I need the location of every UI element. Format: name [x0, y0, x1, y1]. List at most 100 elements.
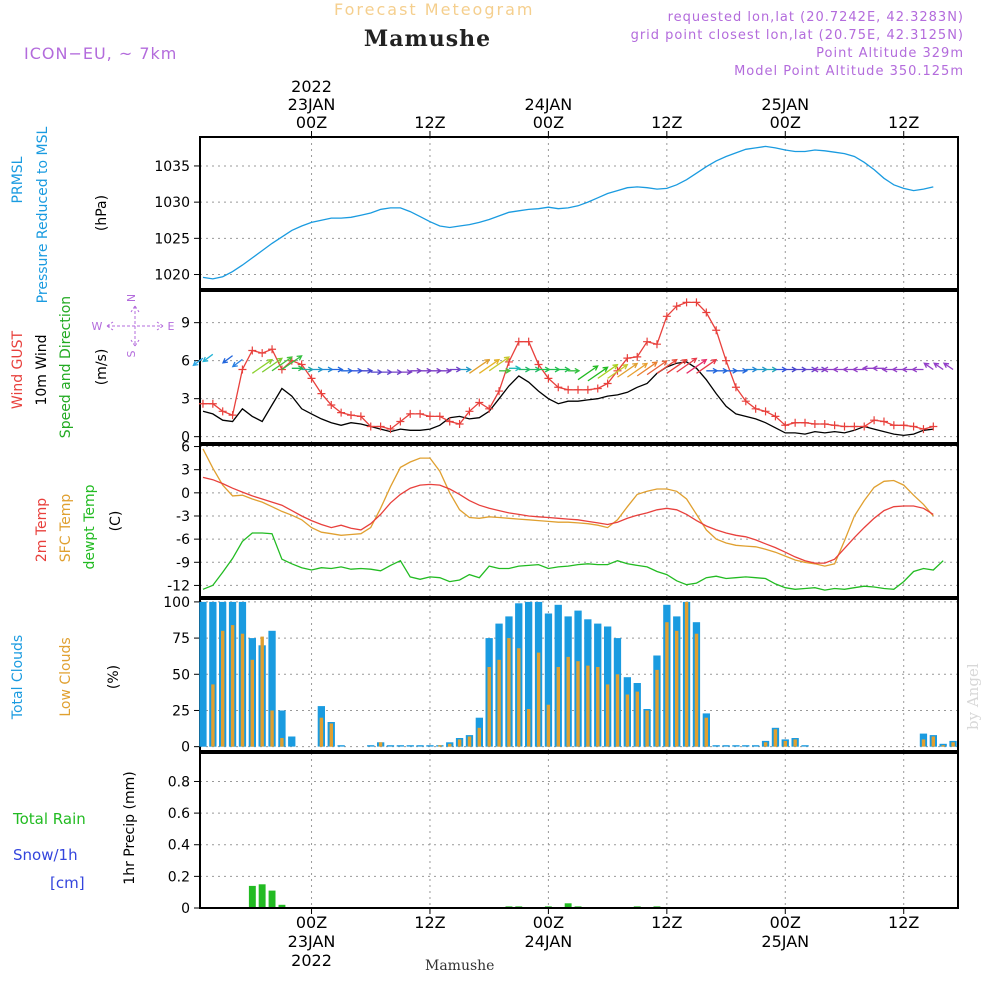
gust-point-marker: [198, 399, 207, 408]
y-tick-label: 0: [181, 486, 190, 502]
low-clouds-bar: [497, 659, 501, 747]
total-clouds-bar: [712, 745, 720, 747]
y-tick-label: 0.6: [168, 806, 190, 822]
wind-direction-arrow-icon: [321, 366, 334, 373]
low-clouds-bar: [635, 691, 639, 747]
wind-direction-arrow-icon: [617, 362, 639, 378]
footer-location-name: Mamushe: [425, 958, 495, 974]
bottom-date-label: 25JAN: [761, 932, 809, 951]
gust-point-marker: [662, 312, 671, 321]
y-tick-label: -3: [176, 509, 190, 525]
wind-direction-arrow-icon: [439, 367, 453, 374]
low-clouds-bar: [605, 684, 610, 747]
bottom-time-label: 12Z: [888, 913, 919, 932]
gust-point-marker: [731, 383, 740, 392]
gust-point-marker: [929, 422, 938, 431]
gust-point-marker: [317, 389, 326, 398]
total-clouds-bar: [732, 745, 740, 747]
low-clouds-bar: [675, 630, 679, 747]
wind-10m-series-line: [202, 361, 934, 437]
gust-point-marker: [327, 401, 336, 409]
compass-north-label: N: [125, 294, 138, 302]
wind-direction-arrow-icon: [676, 357, 698, 373]
low-clouds-bar: [438, 745, 442, 747]
low-clouds-bar: [517, 648, 521, 747]
gust-point-marker: [830, 421, 839, 430]
gust-point-marker: [899, 421, 908, 430]
snow-unit-label: [cm]: [50, 874, 85, 892]
top-time-label: 12Z: [414, 113, 445, 132]
gust-point-marker: [810, 420, 819, 428]
wind-direction-arrow-icon: [311, 366, 324, 373]
wind-direction-arrow-icon: [656, 358, 678, 374]
bottom-year-label: 2022: [291, 951, 332, 970]
top-time-label: 00Z: [533, 113, 564, 132]
wind-direction-arrow-icon: [430, 367, 443, 374]
wind-direction-arrow-icon: [795, 366, 808, 373]
gust-point-marker: [465, 407, 474, 416]
wind-direction-arrow-icon: [420, 367, 433, 374]
gust-point-marker: [652, 340, 661, 349]
rain-legend-label: Total Rain: [12, 810, 86, 828]
gust-point-marker: [495, 387, 504, 396]
gust-point-marker: [564, 385, 573, 394]
wind-gust-series-line: [203, 301, 934, 430]
wind-direction-arrow-icon: [488, 356, 511, 372]
gust-point-marker: [741, 397, 750, 406]
low-clouds-bar: [586, 665, 590, 747]
gust-point-marker: [603, 379, 612, 388]
y-tick-label: 0: [181, 740, 190, 756]
page-title: Mamushe: [363, 26, 492, 52]
gust-point-marker: [909, 422, 918, 431]
wind-direction-arrow-icon: [202, 353, 214, 363]
wind-direction-arrow-icon: [469, 358, 491, 374]
gust-point-marker: [850, 422, 859, 431]
gust-point-marker: [337, 408, 346, 417]
wind-direction-arrow-icon: [775, 366, 788, 373]
low-clouds-bar: [507, 638, 511, 747]
low-clouds-bar: [684, 601, 689, 747]
panel-frame: [199, 290, 959, 444]
top-time-label: 12Z: [651, 113, 682, 132]
wind-direction-arrow-icon: [735, 367, 749, 374]
wind-direction-arrow-icon: [627, 362, 649, 378]
low-clouds-bar: [665, 622, 669, 747]
temp-2m-label: 2m Temp: [34, 498, 50, 562]
wind-direction-arrow-icon: [231, 358, 243, 368]
low-clouds-bar: [655, 669, 659, 747]
wind-direction-arrow-icon: [726, 367, 739, 374]
gust-point-marker: [347, 411, 356, 420]
y-tick-label: 25: [172, 703, 190, 719]
low-clouds-bar: [694, 633, 699, 747]
y-tick-label: 50: [172, 667, 190, 683]
gust-point-marker: [722, 356, 731, 365]
gust-point-marker: [692, 298, 701, 307]
low-clouds-bar: [576, 661, 580, 747]
low-clouds-bar: [467, 736, 472, 747]
y-tick-label: -12: [167, 578, 190, 594]
low-clouds-bar: [783, 740, 787, 747]
wind-direction-arrow-icon: [646, 360, 668, 376]
wind-direction-arrow-icon: [548, 366, 561, 373]
forecast-label: Forecast Meteogram: [334, 0, 535, 19]
gust-point-marker: [435, 412, 444, 421]
pressure-series-line: [202, 145, 934, 280]
wind-direction-arrow-icon: [923, 362, 934, 371]
low-clouds-bar: [477, 727, 481, 747]
bottom-time-label: 12Z: [414, 913, 445, 932]
wind-direction-arrow-icon: [192, 357, 204, 367]
pressure-label-prmsl: PRMSL: [10, 156, 26, 203]
total-clouds-bar: [742, 745, 750, 747]
wind-unit-label: (m/s): [94, 349, 110, 386]
compass-ns-arrow-icon: [130, 305, 140, 347]
compass-east-label: E: [168, 320, 175, 333]
bottom-time-label: 00Z: [770, 913, 801, 932]
y-tick-label: 100: [163, 595, 190, 611]
gust-point-marker: [425, 412, 434, 421]
gust-point-marker: [504, 357, 513, 366]
gust-point-marker: [386, 425, 395, 434]
gust-point-marker: [524, 337, 533, 346]
bottom-date-label: 23JAN: [288, 932, 336, 951]
low-clouds-bar: [625, 694, 630, 747]
low-clouds-bar: [221, 630, 225, 747]
